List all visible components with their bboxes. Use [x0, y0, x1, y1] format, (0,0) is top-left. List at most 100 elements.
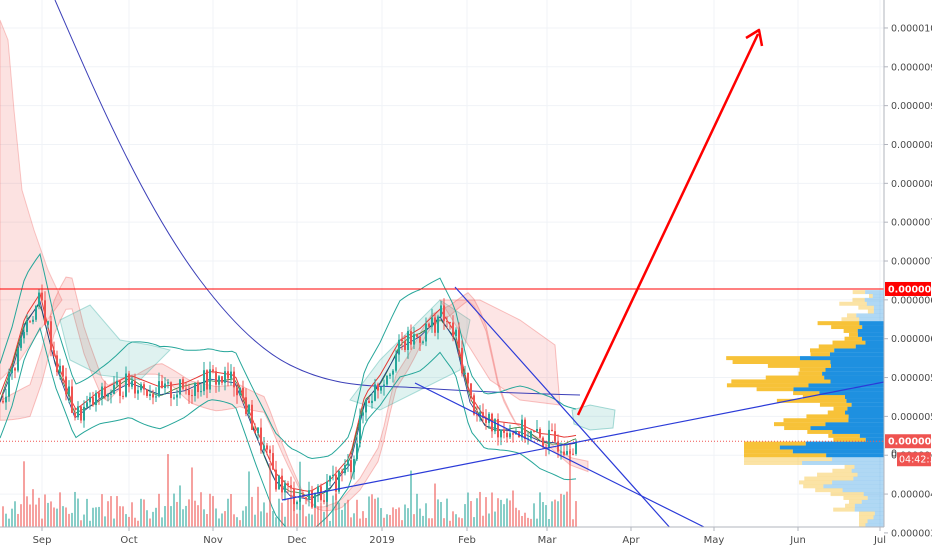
- volume-bar: [572, 519, 574, 527]
- time-tick-label: Jul: [873, 535, 886, 546]
- profile-bar-sell: [818, 344, 856, 349]
- volume-bars: [2, 442, 577, 527]
- candle-body: [104, 386, 106, 397]
- volume-bar: [395, 509, 397, 527]
- price-tick-label: 0.00000750: [891, 218, 932, 229]
- volume-bar: [422, 515, 424, 527]
- candle-body: [350, 460, 352, 473]
- candle-body: [281, 475, 283, 493]
- volume-bar: [125, 514, 127, 527]
- profile-bar-buy: [857, 332, 884, 337]
- profile-bar-buy: [851, 468, 884, 473]
- profile-bar-buy: [799, 356, 884, 361]
- projection-arrow-line: [576, 33, 760, 416]
- volume-bar: [302, 504, 304, 527]
- candle-body: [209, 369, 211, 390]
- volume-bar: [74, 491, 76, 527]
- candle-body: [191, 395, 193, 397]
- candle-body: [575, 441, 577, 454]
- candle-body: [239, 387, 241, 396]
- volume-bar: [104, 516, 106, 527]
- price-tick-label: 0.00001000: [891, 23, 932, 34]
- profile-bar-sell: [852, 297, 865, 302]
- candle-body: [323, 500, 325, 502]
- profile-bar-sell: [817, 321, 860, 326]
- volume-bar: [461, 518, 463, 527]
- profile-bar-sell: [744, 457, 833, 462]
- time-tick-label: Dec: [287, 535, 306, 546]
- time-axis-bg: [0, 527, 884, 550]
- volume-bar: [11, 508, 13, 527]
- volume-bar: [68, 513, 70, 527]
- time-axis[interactable]: Sep Oct Nov Dec 2019 Feb Mar Apr May Jun Jul: [0, 526, 886, 550]
- candle-body: [290, 485, 292, 489]
- volume-bar: [416, 493, 418, 527]
- volume-bar: [542, 502, 544, 527]
- candle-body: [140, 384, 142, 391]
- volume-bar: [317, 506, 319, 527]
- candle-body: [392, 370, 394, 375]
- volume-bar: [527, 517, 529, 527]
- volume-bar: [509, 500, 511, 527]
- profile-bar-buy: [865, 437, 884, 442]
- price-axis[interactable]: 0.00001000 0.00000950 0.00000900 0.00000850…: [883, 0, 932, 550]
- candle-body: [539, 428, 541, 438]
- candle-body: [437, 316, 439, 333]
- candle-body: [509, 433, 511, 438]
- profile-bar-buy: [865, 290, 884, 295]
- volume-bar: [566, 491, 568, 527]
- profile-bar-buy: [859, 321, 884, 326]
- volume-bar: [350, 517, 352, 527]
- volume-bar: [200, 492, 202, 527]
- candle-body: [557, 441, 559, 452]
- volume-bar: [305, 516, 307, 527]
- candle-body: [425, 323, 427, 342]
- volume-bar: [119, 506, 121, 527]
- volume-bar: [86, 498, 88, 527]
- volume-bar: [47, 502, 49, 527]
- profile-bar-sell: [726, 383, 809, 388]
- candle-body: [59, 365, 61, 373]
- volume-bar: [29, 504, 31, 527]
- candle-body: [176, 394, 178, 398]
- volume-bar: [284, 516, 286, 527]
- volume-bar: [59, 492, 61, 527]
- candle-body: [272, 453, 274, 470]
- candle-body: [443, 305, 445, 321]
- profile-bar-buy: [825, 422, 884, 427]
- profile-bar-buy: [854, 503, 884, 508]
- profile-bar-sell: [859, 519, 868, 524]
- volume-bar: [554, 499, 556, 527]
- candle-body: [353, 459, 355, 473]
- volume-bar: [533, 503, 535, 527]
- volume-bar: [548, 519, 550, 527]
- countdown-tag-bg: [897, 452, 931, 467]
- candle-body: [338, 471, 340, 492]
- profile-bar-buy: [825, 367, 884, 372]
- volume-bar: [113, 518, 115, 527]
- volume-bar: [20, 504, 22, 527]
- drawing-tools[interactable]: [0, 28, 885, 531]
- candle-body: [320, 486, 322, 501]
- volume-bar: [194, 500, 196, 527]
- candle-body: [116, 380, 118, 385]
- volume-bar: [134, 517, 136, 527]
- candle-body: [461, 347, 463, 374]
- volume-bar: [551, 501, 553, 527]
- candle-body: [341, 471, 343, 474]
- volume-bar: [512, 490, 514, 527]
- profile-bar-sell: [803, 484, 824, 489]
- candle-body: [98, 392, 100, 398]
- profile-bar-sell: [798, 371, 823, 376]
- volume-bar: [95, 507, 97, 527]
- volume-bar: [443, 518, 445, 527]
- volume-bar: [536, 518, 538, 527]
- candle-body: [404, 341, 406, 350]
- candle-body: [56, 355, 58, 373]
- volume-bar: [179, 485, 181, 527]
- candle-body: [185, 388, 187, 390]
- volume-bar: [314, 506, 316, 527]
- volume-bar: [359, 518, 361, 527]
- volume-bar: [191, 467, 193, 527]
